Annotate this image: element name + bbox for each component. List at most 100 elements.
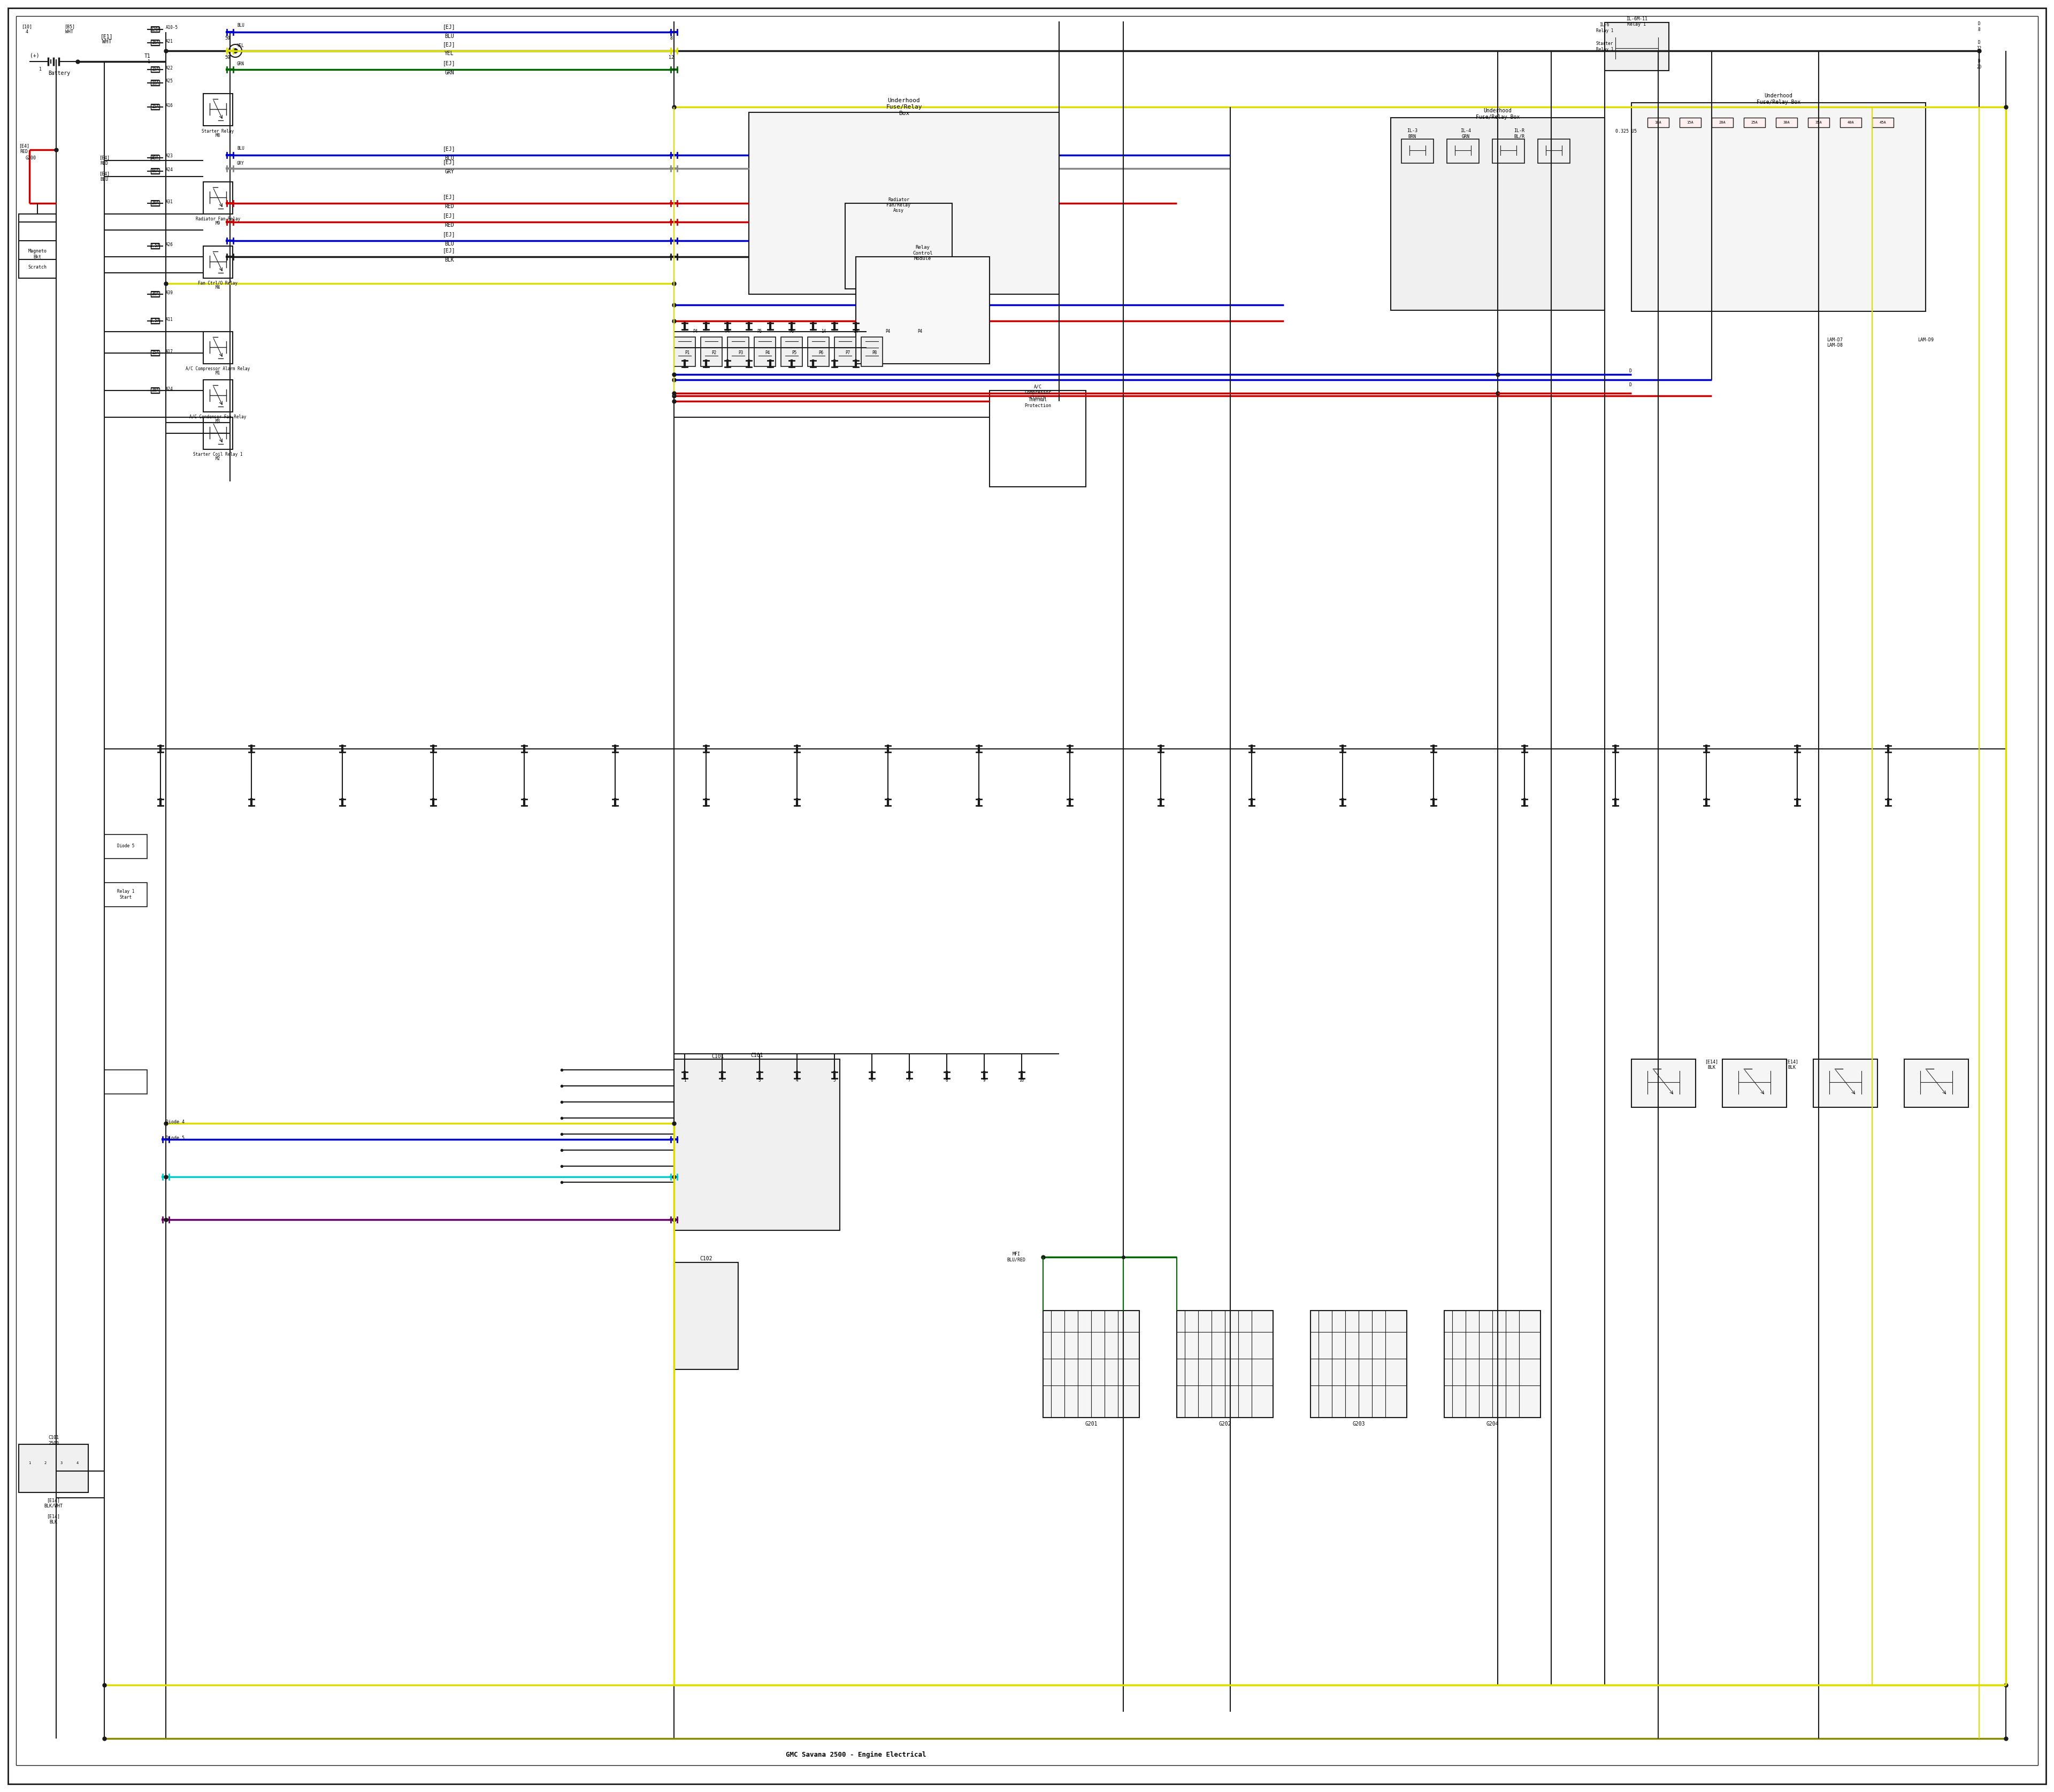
- Text: P7: P7: [846, 351, 850, 355]
- Text: [B5]: [B5]: [64, 25, 74, 29]
- Text: 15A: 15A: [152, 66, 158, 72]
- Bar: [750, 113, 1060, 294]
- Text: C101
2500: C101 2500: [47, 1435, 60, 1446]
- Bar: [990, 391, 1087, 487]
- Bar: [1401, 140, 1434, 163]
- Text: [EJ]: [EJ]: [444, 213, 456, 219]
- Text: Relay 1: Relay 1: [1627, 22, 1645, 27]
- Text: IL-R
BL/R: IL-R BL/R: [1514, 129, 1524, 140]
- Bar: [1631, 1059, 1697, 1107]
- Text: 14: 14: [822, 330, 826, 333]
- Text: 2: 2: [45, 1462, 47, 1464]
- Bar: [1604, 23, 1668, 70]
- Bar: [1814, 1059, 1877, 1107]
- Text: C101: C101: [711, 1054, 723, 1059]
- Bar: [1777, 118, 1797, 127]
- Text: 2.5A: 2.5A: [150, 319, 160, 323]
- Text: Radiator Fan Relay: Radiator Fan Relay: [195, 217, 240, 222]
- Text: A21: A21: [166, 39, 173, 43]
- Text: 15A: 15A: [1686, 120, 1695, 124]
- Text: 4: 4: [76, 1462, 78, 1464]
- Text: T1: T1: [144, 54, 150, 59]
- Text: [E4]: [E4]: [18, 143, 29, 149]
- Text: 16A: 16A: [152, 41, 158, 45]
- Text: D
20: D 20: [1976, 59, 1982, 70]
- Text: Diode 5: Diode 5: [166, 1136, 185, 1142]
- Text: A24: A24: [166, 387, 173, 391]
- Bar: [1631, 102, 1927, 312]
- Text: 8: 8: [945, 1079, 949, 1082]
- Text: M8: M8: [216, 133, 220, 138]
- Text: D
8: D 8: [1978, 22, 1980, 32]
- Text: GRN: GRN: [444, 70, 454, 75]
- Text: 60A: 60A: [152, 168, 158, 174]
- Text: 20A: 20A: [152, 201, 158, 206]
- Text: Fan Ctrl/O Relay: Fan Ctrl/O Relay: [197, 281, 238, 287]
- Text: 1: 1: [39, 66, 41, 72]
- Bar: [754, 337, 776, 366]
- Bar: [1904, 1059, 1968, 1107]
- Text: A24: A24: [166, 167, 173, 172]
- Text: Assy: Assy: [893, 208, 904, 213]
- Bar: [1871, 118, 1894, 127]
- Text: 4: 4: [795, 1079, 799, 1082]
- Bar: [203, 246, 232, 278]
- Text: G200: G200: [25, 156, 37, 159]
- Text: MFI
BLU/RED: MFI BLU/RED: [1006, 1253, 1025, 1262]
- Text: C101: C101: [750, 1052, 764, 1057]
- Text: D: D: [1629, 383, 1631, 387]
- Bar: [18, 1444, 88, 1493]
- Text: BLK: BLK: [444, 258, 454, 263]
- Text: 40A: 40A: [1847, 120, 1855, 124]
- Text: BLU: BLU: [444, 156, 454, 161]
- Text: Scratch: Scratch: [29, 265, 47, 271]
- Text: [EJ]: [EJ]: [444, 61, 456, 66]
- Bar: [1647, 118, 1668, 127]
- Bar: [203, 181, 232, 213]
- Text: M4: M4: [216, 285, 220, 290]
- Text: 12: 12: [670, 56, 674, 59]
- Bar: [150, 81, 160, 86]
- Text: P4: P4: [725, 330, 729, 333]
- Bar: [203, 93, 232, 125]
- Text: P4: P4: [918, 330, 922, 333]
- Text: Fan/Relay: Fan/Relay: [887, 202, 910, 208]
- Text: Battery: Battery: [47, 70, 70, 75]
- Text: P5: P5: [793, 351, 797, 355]
- Text: 3: 3: [60, 1462, 64, 1464]
- Text: [EJ]: [EJ]: [444, 23, 456, 29]
- Text: G203: G203: [1352, 1421, 1366, 1426]
- Bar: [700, 337, 723, 366]
- Circle shape: [232, 48, 238, 54]
- Text: Diode 4: Diode 4: [166, 1120, 185, 1125]
- Bar: [150, 39, 160, 45]
- Text: 7: 7: [908, 1079, 910, 1082]
- Text: 59: 59: [224, 36, 230, 41]
- Text: IL-6
Relay 1: IL-6 Relay 1: [1596, 23, 1612, 32]
- Text: 2: 2: [721, 1079, 723, 1082]
- Text: Underhood
Fuse/Relay Box: Underhood Fuse/Relay Box: [1475, 108, 1520, 120]
- Bar: [674, 337, 696, 366]
- Text: 14: 14: [852, 330, 859, 333]
- Bar: [861, 337, 883, 366]
- Bar: [1493, 140, 1524, 163]
- Text: RED: RED: [444, 204, 454, 210]
- Text: Starter Relay: Starter Relay: [201, 129, 234, 133]
- Text: 45A: 45A: [1879, 120, 1886, 124]
- Text: A23: A23: [166, 154, 173, 159]
- Text: M2: M2: [216, 457, 220, 461]
- Text: M3: M3: [216, 419, 220, 425]
- Bar: [1723, 1059, 1787, 1107]
- Text: 10A: 10A: [152, 81, 158, 86]
- Text: [EJ]: [EJ]: [444, 159, 456, 165]
- Text: G201: G201: [1085, 1421, 1097, 1426]
- Circle shape: [228, 45, 242, 57]
- Text: 15A: 15A: [152, 351, 158, 355]
- Text: Underhood
Fuse/Relay Box: Underhood Fuse/Relay Box: [1756, 93, 1801, 104]
- Text: A/C: A/C: [1033, 383, 1041, 389]
- Text: 10A: 10A: [1656, 120, 1662, 124]
- Bar: [150, 27, 160, 32]
- Text: 6: 6: [871, 1079, 873, 1082]
- Text: 1: 1: [684, 1079, 686, 1082]
- Text: 120A: 120A: [150, 27, 160, 32]
